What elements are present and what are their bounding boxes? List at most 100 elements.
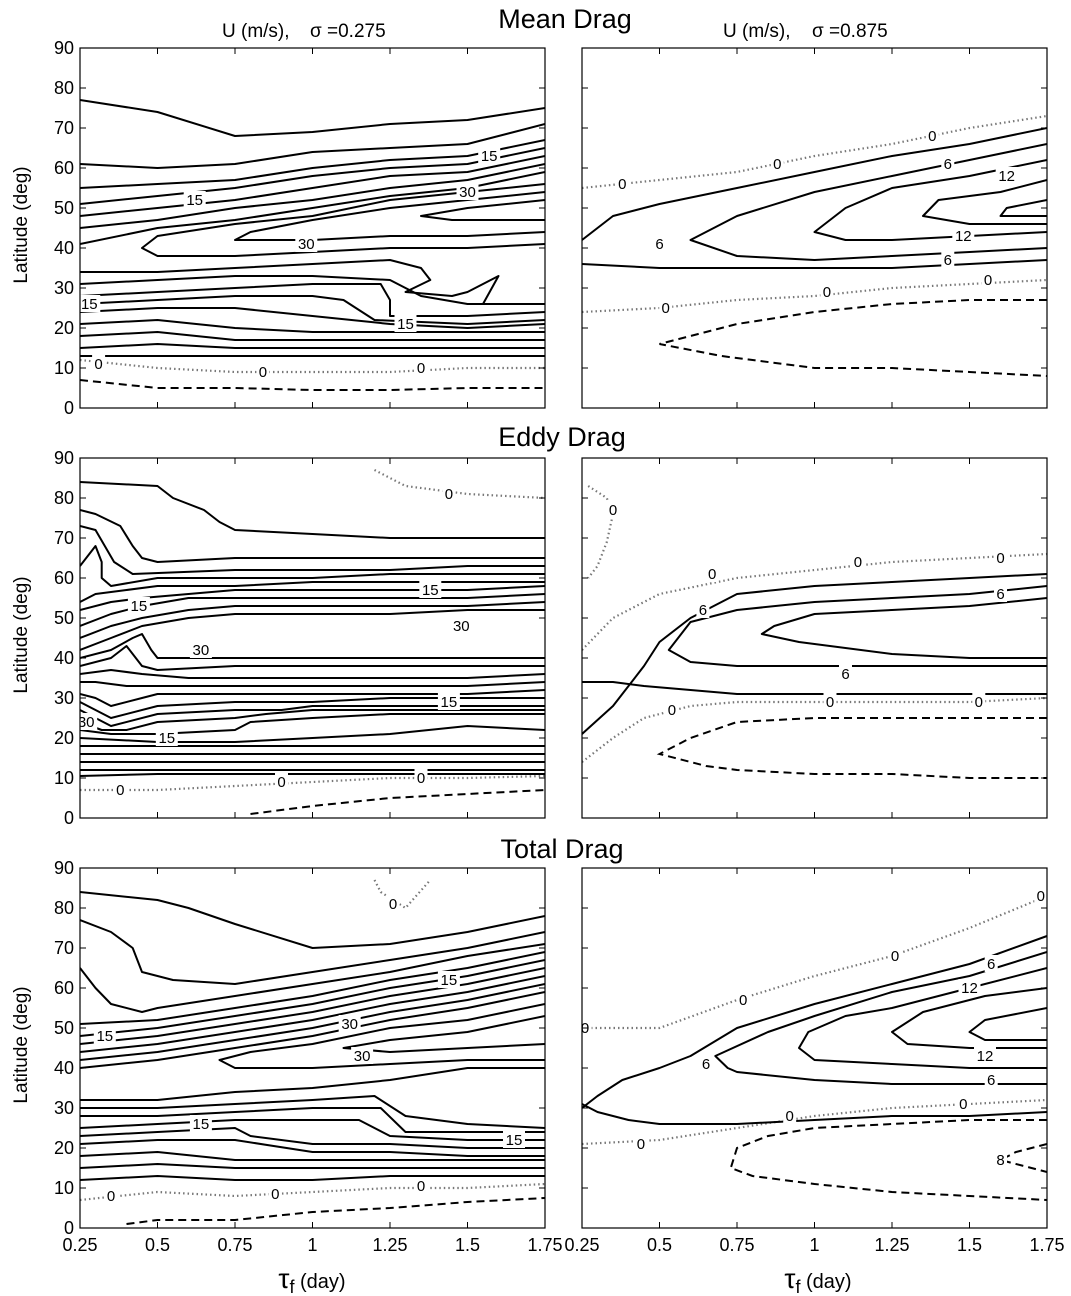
x-tick-label: 0.5 xyxy=(647,1235,672,1255)
contour-label: 0 xyxy=(259,364,267,381)
contour-label: 30 xyxy=(78,714,95,731)
row-title-mean-drag: Mean Drag xyxy=(498,4,632,34)
x-axis-label-left-sub: f xyxy=(289,1277,295,1296)
positive-contour-line xyxy=(80,1139,545,1157)
contour-label: 0 xyxy=(277,774,285,791)
positive-contour-line xyxy=(80,509,545,563)
contour-label: 15 xyxy=(186,192,203,209)
contour-label: 0 xyxy=(107,1188,115,1205)
positive-contour-line xyxy=(813,159,1047,241)
panel-frame xyxy=(581,47,1048,409)
contour-label: 30 xyxy=(341,1016,358,1033)
positive-contour-line xyxy=(582,573,1047,735)
contour-label: 30 xyxy=(453,618,470,635)
positive-contour-line xyxy=(80,951,545,1025)
contour-label-bg xyxy=(268,1185,282,1202)
positive-contour-line xyxy=(80,307,545,329)
contour-label-bg xyxy=(699,1055,713,1072)
y-tick-label: 30 xyxy=(54,1098,74,1118)
positive-contour-line xyxy=(80,709,545,731)
contour-label-bg xyxy=(659,299,673,316)
col-title-right-text: U (m/s), xyxy=(723,21,791,42)
y-tick-label: 40 xyxy=(54,238,74,258)
contour-label: 12 xyxy=(998,168,1015,185)
contour-label-bg xyxy=(994,585,1007,602)
positive-contour-line xyxy=(80,1163,545,1169)
contour-area: 0 15 15 30 30 15 30 15 0 0 0 xyxy=(78,469,545,815)
contour-label-bg xyxy=(952,227,975,244)
positive-contour-line xyxy=(80,593,545,627)
contour-label-bg xyxy=(823,693,837,710)
contour-label-bg xyxy=(736,991,750,1008)
contour-label: 0 xyxy=(984,272,992,289)
contour-label-bg xyxy=(437,971,460,988)
contour-label: 0 xyxy=(417,360,425,377)
x-tick-label: 0.25 xyxy=(62,1235,97,1255)
contour-area: 0 15 30 15 30 15 15 0 0 0 xyxy=(80,879,545,1225)
col-title-left-sigma: σ =0.275 xyxy=(310,21,386,42)
positive-contour-line xyxy=(80,633,545,659)
contour-label-bg xyxy=(888,947,902,964)
contour-label: 6 xyxy=(996,586,1004,603)
zero-contour-line xyxy=(373,879,432,910)
negative-contour-line xyxy=(126,1197,545,1225)
y-tick-label: 50 xyxy=(54,608,74,628)
positive-contour-line xyxy=(968,1007,1047,1041)
contour-label: 0 xyxy=(773,156,781,173)
contour-label: 0 xyxy=(94,356,102,373)
y-axis-label-row2: Latitude (deg) xyxy=(11,576,32,693)
contour-label-bg xyxy=(338,1015,361,1032)
y-tick-label: 90 xyxy=(54,858,74,878)
contour-label: 15 xyxy=(131,598,148,615)
positive-contour-line xyxy=(80,991,545,1069)
positive-contour-line xyxy=(80,545,545,587)
contour-label-bg xyxy=(770,155,784,172)
positive-contour-line xyxy=(80,705,545,727)
y-tick-label: 70 xyxy=(54,938,74,958)
contour-label: 0 xyxy=(996,550,1004,567)
contour-label-bg xyxy=(450,617,473,634)
positive-contour-line xyxy=(218,1003,545,1069)
contour-label: 15 xyxy=(397,316,414,333)
panel-r2-c0: 0 15 30 15 30 15 15 0 0 0 0 10 20 30 40 50 60 70 80 90 0.25 0… xyxy=(54,858,563,1255)
positive-contour-line xyxy=(80,319,545,333)
contour-label-bg xyxy=(113,781,127,798)
positive-contour-line xyxy=(999,199,1047,217)
contour-label-bg xyxy=(295,235,318,252)
contour-label: 8 xyxy=(996,1152,1004,1169)
positive-contour-line xyxy=(80,147,545,205)
contour-label-bg xyxy=(956,1095,970,1112)
contour-label: 15 xyxy=(481,148,498,165)
y-tick-label: 10 xyxy=(54,1178,74,1198)
positive-contour-line xyxy=(80,481,545,539)
contour-label-bg xyxy=(851,553,865,570)
y-tick-label: 0 xyxy=(64,808,74,828)
negative-contour-line xyxy=(656,717,1047,779)
zero-contour-line xyxy=(80,358,545,374)
zero-contour-line xyxy=(80,1182,545,1202)
contour-label-bg xyxy=(820,283,834,300)
contour-label: 30 xyxy=(298,236,315,253)
positive-contour-line xyxy=(80,275,545,305)
y-tick-label: 70 xyxy=(54,118,74,138)
negative-contour-line xyxy=(250,789,545,815)
positive-contour-line xyxy=(582,681,1047,695)
positive-contour-line xyxy=(80,713,545,735)
contour-label: 6 xyxy=(702,1056,710,1073)
contour-label-bg xyxy=(256,363,270,380)
contour-label-bg xyxy=(653,235,666,252)
contour-label-bg xyxy=(189,641,212,658)
contour-label: 0 xyxy=(662,300,670,317)
contour-label-bg xyxy=(994,549,1007,566)
contour-label-bg xyxy=(503,1131,525,1148)
y-tick-label: 90 xyxy=(54,448,74,468)
x-tick-label: 1.75 xyxy=(527,1235,562,1255)
contour-label: 0 xyxy=(823,284,831,301)
contour-label: 30 xyxy=(354,1048,371,1065)
contour-label: 0 xyxy=(928,128,936,145)
contour-label: 0 xyxy=(116,782,124,799)
positive-contour-line xyxy=(80,1095,545,1129)
